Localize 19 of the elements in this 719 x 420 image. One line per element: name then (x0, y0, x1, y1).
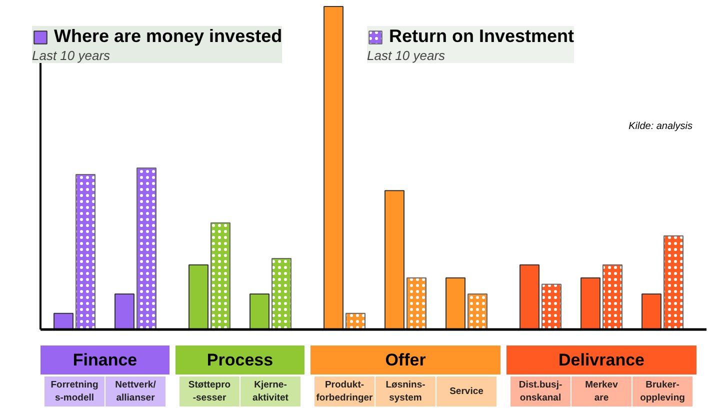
annotation: Kilde: analysis (628, 121, 692, 132)
annotation: Last 10 years (32, 48, 112, 63)
x-tick-label: Produkt- forbedringer (316, 380, 374, 404)
x-tick-label: Løsnins- system (386, 380, 426, 404)
legend-label: Where are money invested (54, 26, 282, 47)
annotation: Last 10 years (367, 48, 446, 63)
x-tick-label: Kjerne- aktivitet (252, 380, 290, 404)
x-tick-label: Nettverk/ allianser (115, 380, 156, 404)
text: Finance (72, 350, 138, 370)
x-tick-label: Dist.busj- onskanal (518, 380, 562, 404)
x-tick-label: Forretning s-modell (50, 380, 98, 404)
legend-label: Return on Investment (389, 26, 574, 47)
x-tick-label: Merkev are (585, 380, 619, 404)
text: Offer (385, 350, 426, 370)
x-tick-label: Service (450, 386, 484, 397)
x-tick-label: Støttepro -sesser (188, 380, 231, 404)
text: Delivrance (558, 350, 644, 370)
text: Process (206, 350, 274, 370)
x-tick-label: Bruker- oppleving (640, 380, 686, 404)
